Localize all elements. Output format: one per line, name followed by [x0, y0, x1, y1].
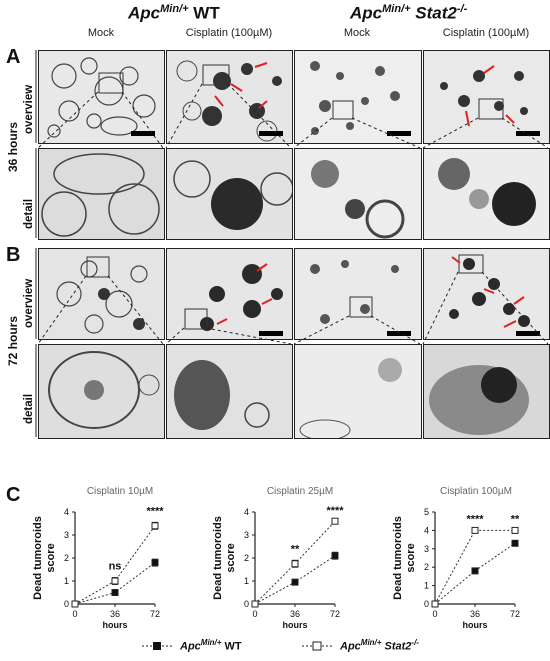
x-axis-label: hours [102, 620, 127, 628]
chart-title-10um: Cisplatin 10µM [86, 486, 154, 497]
micrograph-b-overview-stat2-mock [294, 248, 422, 340]
data-point-wt [331, 552, 339, 560]
micrograph-b-detail-stat2-mock [294, 344, 422, 439]
y-tick-label: 3 [64, 530, 69, 540]
micrograph-b-detail-stat2-cisplatin [423, 344, 550, 439]
significance-label: ns [109, 561, 122, 573]
y-axis-label: Dead tumoroids [32, 516, 44, 600]
data-point-stat2 [111, 577, 119, 585]
column-header-wt-cisplatin: Cisplatin (100µM) [185, 27, 273, 39]
micrograph-b-detail-wt-cisplatin [166, 344, 293, 439]
x-axis-label: hours [462, 620, 487, 628]
micrograph-a-detail-stat2-cisplatin [423, 148, 550, 240]
x-tick-label: 36 [110, 609, 120, 619]
data-point-wt [511, 539, 519, 547]
legend-marker-stat2 [302, 641, 332, 651]
x-tick-label: 36 [290, 609, 300, 619]
chart-cisplatin-10um: 0 1 2 3 4 0 36 72 hours Dead tumoroids score ns **** [32, 505, 164, 628]
genotype-header-stat2: ApcMin/+ Stat2-/- [350, 3, 468, 23]
micrograph-a-overview-stat2-cisplatin [423, 50, 550, 144]
axes [434, 512, 515, 605]
y-tick-label: 2 [244, 553, 249, 563]
significance-label: **** [326, 505, 344, 517]
legend-label-stat2: ApcMin/+ Stat2-/- [340, 638, 419, 653]
data-point-wt [151, 559, 159, 567]
significance-label: **** [146, 505, 164, 517]
panel-letter-a: A [6, 46, 21, 68]
y-axis-label: score [225, 543, 237, 572]
y-axis-label: Dead tumoroids [392, 516, 404, 600]
significance-label: ** [511, 513, 520, 525]
panel-letter-b: B [6, 244, 21, 266]
genotype-header-wt: ApcMin/+ WT [128, 3, 220, 23]
column-header-stat2-cisplatin: Cisplatin (100µM) [442, 27, 530, 39]
micrograph-b-detail-wt-mock [38, 344, 165, 439]
data-point-wt [111, 589, 119, 596]
x-tick-label: 72 [330, 609, 340, 619]
y-tick-label: 0 [244, 599, 249, 609]
y-axis-label: score [405, 543, 417, 572]
legend-label-wt: ApcMin/+ WT [180, 638, 242, 653]
y-tick-label: 2 [64, 553, 69, 563]
data-point-wt [291, 578, 299, 586]
micrograph-b-overview-wt-cisplatin [166, 248, 293, 340]
y-tick-label: 1 [64, 576, 69, 586]
x-tick-label: 72 [150, 609, 160, 619]
y-tick-label: 1 [244, 576, 249, 586]
x-tick-label: 36 [470, 609, 480, 619]
y-tick-label: 0 [424, 599, 429, 609]
y-axis-label: score [45, 543, 57, 572]
data-point-stat2 [71, 600, 79, 608]
data-point-stat2 [511, 526, 519, 534]
y-tick-label: 4 [424, 525, 429, 535]
data-point-wt [471, 567, 479, 575]
y-tick-label: 0 [64, 599, 69, 609]
y-tick-label: 1 [424, 581, 429, 591]
y-tick-label: 4 [64, 507, 69, 517]
micrograph-b-overview-stat2-cisplatin [423, 248, 550, 340]
micrograph-a-detail-stat2-mock [294, 148, 422, 240]
micrograph-a-overview-wt-mock [38, 50, 165, 144]
series-line [434, 542, 516, 605]
chart-title-100um: Cisplatin 100µM [440, 486, 512, 497]
data-point-stat2 [331, 517, 339, 525]
y-tick-label: 5 [424, 507, 429, 517]
y-tick-label: 4 [244, 507, 249, 517]
data-point-stat2 [151, 522, 159, 530]
significance-label: **** [466, 513, 484, 525]
x-axis-label: hours [282, 620, 307, 628]
legend-marker-wt [142, 642, 172, 650]
chart-title-25um: Cisplatin 25µM [266, 486, 334, 497]
x-tick-label: 72 [510, 609, 520, 619]
column-header-wt-mock: Mock [87, 27, 115, 39]
data-point-stat2 [251, 600, 259, 608]
micrograph-a-detail-wt-cisplatin [166, 148, 293, 240]
panel-letter-c: C [6, 484, 21, 506]
significance-label: ** [291, 543, 300, 555]
y-axis-label: Dead tumoroids [212, 516, 224, 600]
x-tick-label: 0 [72, 609, 77, 619]
micrograph-b-overview-wt-mock [38, 248, 165, 340]
data-point-stat2 [471, 526, 479, 534]
y-tick-label: 2 [424, 562, 429, 572]
micrograph-a-detail-wt-mock [38, 148, 165, 240]
axes [254, 512, 335, 605]
data-point-stat2 [291, 560, 299, 568]
x-tick-label: 0 [252, 609, 257, 619]
y-tick-label: 3 [244, 530, 249, 540]
y-tick-label: 3 [424, 544, 429, 554]
data-point-stat2 [431, 600, 439, 608]
x-tick-label: 0 [432, 609, 437, 619]
column-header-stat2-mock: Mock [343, 27, 371, 39]
series-line [434, 529, 515, 605]
